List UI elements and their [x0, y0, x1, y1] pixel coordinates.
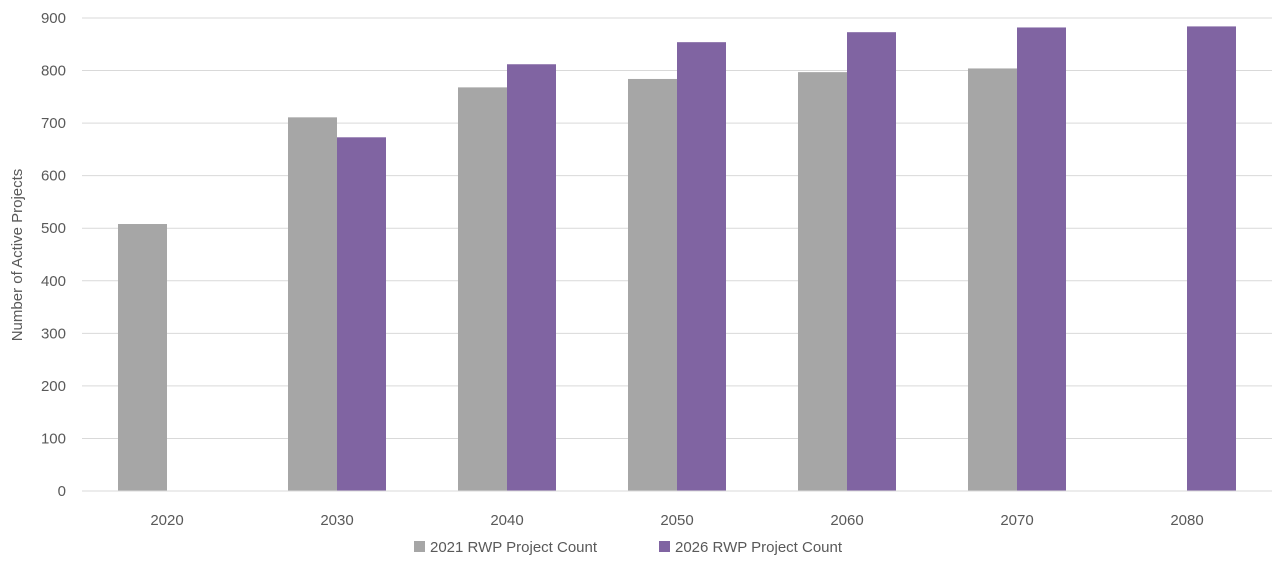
bar-2060-series-1 [798, 72, 847, 491]
bar-2080-series-2 [1187, 26, 1236, 492]
legend-label: 2026 RWP Project Count [675, 539, 843, 556]
bar-2040-series-2 [507, 64, 556, 491]
y-tick-label: 800 [41, 63, 66, 80]
bar-2020-series-1 [118, 224, 167, 492]
y-tick-label: 400 [41, 273, 66, 290]
y-tick-label: 100 [41, 430, 66, 447]
y-tick-label: 0 [58, 483, 66, 500]
bar-2030-series-1 [288, 117, 337, 491]
y-tick-label: 700 [41, 115, 66, 132]
legend: 2021 RWP Project Count 2026 RWP Project C… [414, 539, 843, 556]
bar-2040-series-1 [458, 87, 507, 491]
y-tick-label: 900 [41, 10, 66, 27]
bar-2060-series-2 [847, 32, 896, 491]
y-axis-ticks: 0 100 200 300 400 500 600 700 800 900 [41, 10, 66, 500]
x-tick-label: 2070 [1000, 512, 1033, 529]
y-tick-label: 200 [41, 378, 66, 395]
bar-2030-series-2 [337, 137, 386, 491]
y-tick-label: 500 [41, 220, 66, 237]
x-axis-ticks: 2020 2030 2040 2050 2060 2070 2080 [150, 512, 1203, 529]
x-tick-label: 2060 [830, 512, 863, 529]
x-tick-label: 2030 [320, 512, 353, 529]
y-tick-label: 300 [41, 325, 66, 342]
legend-swatch [414, 541, 425, 552]
bar-2070-series-1 [968, 68, 1017, 491]
legend-label: 2021 RWP Project Count [430, 539, 598, 556]
bars [118, 26, 1236, 492]
x-tick-label: 2040 [490, 512, 523, 529]
y-axis-title: Number of Active Projects [9, 169, 26, 342]
bar-2070-series-2 [1017, 27, 1066, 492]
legend-swatch [659, 541, 670, 552]
bar-2050-series-2 [677, 42, 726, 491]
x-tick-label: 2020 [150, 512, 183, 529]
y-tick-label: 600 [41, 168, 66, 185]
x-tick-label: 2080 [1170, 512, 1203, 529]
x-tick-label: 2050 [660, 512, 693, 529]
bar-2050-series-1 [628, 78, 677, 491]
